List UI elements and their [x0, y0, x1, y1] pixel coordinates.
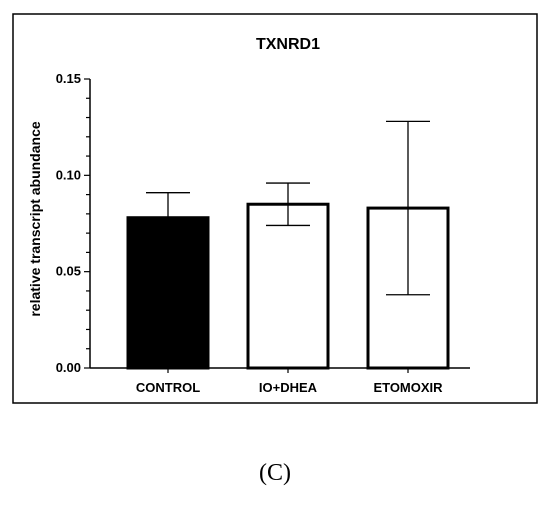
- x-category-label: CONTROL: [136, 380, 200, 395]
- x-category-label: IO+DHEA: [259, 380, 318, 395]
- y-axis-label: relative transcript abundance: [27, 121, 43, 317]
- bar-io-dhea: [246, 202, 330, 370]
- panel-label: (C): [259, 460, 291, 486]
- y-tick-label: 0.00: [56, 360, 81, 375]
- x-category-label: ETOMOXIR: [373, 380, 443, 395]
- y-tick-label: 0.10: [56, 167, 81, 182]
- y-tick-label: 0.15: [56, 71, 81, 86]
- chart-title: TXNRD1: [256, 36, 320, 53]
- bar-control: [126, 216, 210, 370]
- y-tick-label: 0.05: [56, 264, 81, 279]
